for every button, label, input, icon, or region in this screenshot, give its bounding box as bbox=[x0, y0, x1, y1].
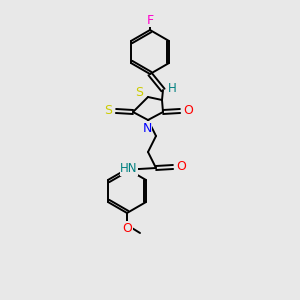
Text: S: S bbox=[104, 104, 112, 118]
Text: S: S bbox=[135, 85, 143, 98]
Text: HN: HN bbox=[120, 163, 138, 176]
Text: O: O bbox=[122, 221, 132, 235]
Text: H: H bbox=[168, 82, 176, 95]
Text: N: N bbox=[142, 122, 152, 134]
Text: O: O bbox=[176, 160, 186, 173]
Text: O: O bbox=[183, 104, 193, 118]
Text: F: F bbox=[146, 14, 154, 26]
